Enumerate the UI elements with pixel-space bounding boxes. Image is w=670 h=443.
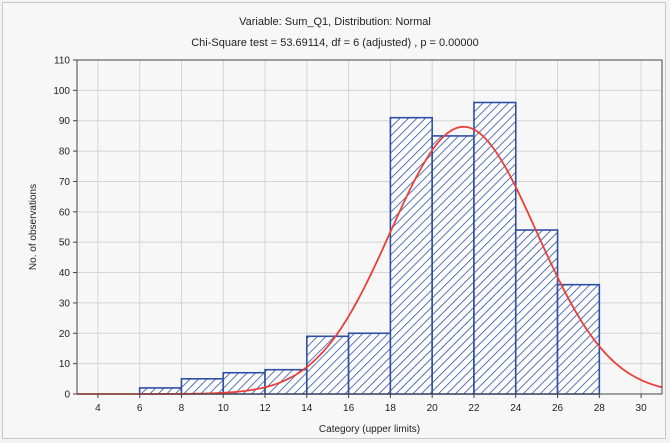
y-tick-label: 70 [59, 177, 71, 188]
x-tick-label: 28 [594, 403, 606, 414]
x-tick-label: 26 [552, 403, 564, 414]
y-tick-label: 110 [54, 56, 70, 67]
x-tick-label: 30 [636, 403, 648, 414]
histogram-bar [431, 135, 475, 395]
x-tick-label: 12 [259, 403, 271, 414]
y-tick-label: 20 [59, 329, 71, 340]
x-axis-label: Category (upper limits) [319, 424, 420, 435]
histogram-bar [556, 283, 601, 395]
y-axis-ticks: 0 10 20 30 40 50 60 70 80 90 100 110 [53, 56, 77, 401]
x-tick-label: 20 [427, 403, 439, 414]
histogram-bar [473, 101, 517, 395]
x-tick-label: 24 [510, 403, 522, 414]
y-tick-label: 100 [53, 86, 70, 97]
x-tick-label: 22 [468, 403, 480, 414]
y-tick-label: 40 [59, 268, 71, 279]
x-tick-label: 16 [343, 403, 355, 414]
y-tick-label: 60 [59, 207, 71, 218]
chart-subtitle: Chi-Square test = 53.69114, df = 6 (adju… [191, 37, 479, 49]
x-tick-label: 18 [385, 403, 397, 414]
y-tick-label: 90 [59, 116, 71, 127]
plot-area-border [76, 59, 663, 395]
x-axis-ticks: 4 6 8 10 12 14 16 18 20 22 24 26 28 30 [95, 394, 647, 414]
x-tick-label: 6 [137, 403, 143, 414]
y-tick-label: 0 [64, 390, 70, 401]
histogram-bar [514, 229, 559, 395]
y-tick-label: 80 [59, 147, 71, 158]
y-tick-label: 30 [59, 298, 71, 309]
histogram-bar [347, 332, 392, 395]
chart-title: Variable: Sum_Q1, Distribution: Normal [239, 16, 431, 28]
histogram-bar [264, 368, 308, 395]
y-tick-label: 50 [59, 238, 71, 249]
y-tick-label: 10 [59, 359, 71, 370]
x-tick-label: 4 [95, 403, 101, 414]
histogram-bar [180, 378, 225, 395]
histogram-bars [138, 101, 601, 395]
x-tick-label: 14 [301, 403, 313, 414]
x-tick-label: 8 [179, 403, 185, 414]
x-tick-label: 10 [218, 403, 230, 414]
y-axis-label: No. of observations [28, 184, 39, 270]
